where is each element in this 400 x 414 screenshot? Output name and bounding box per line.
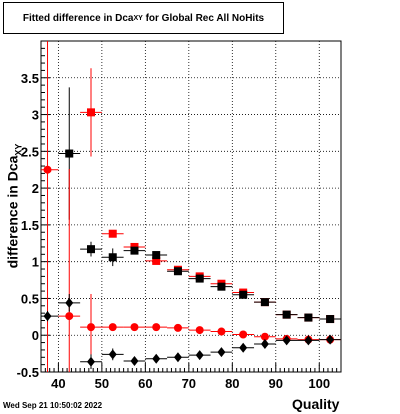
data-point-square <box>239 290 248 299</box>
data-point-square <box>282 310 291 319</box>
data-point-circle <box>260 332 269 341</box>
data-point-diamond <box>43 311 52 322</box>
data-point-circle <box>130 323 139 332</box>
data-point-circle <box>108 323 117 332</box>
data-point-circle <box>43 165 52 174</box>
data-point-diamond <box>130 355 139 366</box>
x-tick-label: 70 <box>182 376 196 391</box>
data-point-square <box>326 315 335 324</box>
y-tick-label: 3 <box>32 108 39 123</box>
chart-title-subscript: XY <box>133 14 143 22</box>
data-point-square <box>173 267 182 276</box>
data-point-square <box>152 251 161 260</box>
data-point-diamond <box>108 349 117 360</box>
data-point-square <box>108 229 117 238</box>
data-point-square <box>304 313 313 322</box>
data-point-diamond <box>65 297 74 308</box>
data-point-diamond <box>282 335 291 346</box>
data-point-square <box>87 245 95 254</box>
y-tick-label: 2 <box>32 181 39 196</box>
data-point-square <box>130 246 139 255</box>
y-tick-label: 0 <box>32 328 39 343</box>
data-point-circle <box>65 312 74 321</box>
x-tick-label: 90 <box>269 376 283 391</box>
data-point-circle <box>152 323 161 332</box>
data-point-diamond <box>239 342 248 353</box>
data-point-diamond <box>260 339 269 350</box>
data-point-diamond <box>87 356 95 367</box>
x-tick-label: 50 <box>95 376 109 391</box>
x-tick-label: 40 <box>51 376 65 391</box>
data-point-diamond <box>195 350 204 361</box>
chart-title-suffix: for Global Rec All NoHits <box>142 12 265 24</box>
data-point-square <box>65 149 74 158</box>
data-point-diamond <box>217 347 226 358</box>
y-tick-label: 1 <box>32 255 39 270</box>
data-point-diamond <box>326 334 335 345</box>
x-tick-label: 80 <box>225 376 239 391</box>
timestamp: Wed Sep 21 10:50:02 2022 <box>3 401 103 410</box>
data-point-circle <box>239 330 248 339</box>
y-tick-label: 3.5 <box>21 71 39 86</box>
y-axis-label: difference in DcaXY <box>5 144 24 269</box>
y-tick-label: -0.5 <box>17 365 39 380</box>
y-tick-label: 2.5 <box>21 144 39 159</box>
data-point-circle <box>217 327 226 336</box>
plot-area <box>41 41 341 372</box>
x-tick-label: 60 <box>138 376 152 391</box>
data-point-circle <box>173 323 182 332</box>
y-axis-label-subscript: XY <box>13 143 24 156</box>
x-tick-label: 100 <box>308 376 330 391</box>
data-point-square <box>152 256 161 265</box>
data-point-diamond <box>152 353 161 364</box>
data-point-diamond <box>173 352 182 363</box>
data-point-square <box>108 253 117 262</box>
data-point-square <box>195 274 204 283</box>
x-axis-label: Quality <box>292 396 340 412</box>
chart-title-box: Fitted difference in Dca XY for Global Re… <box>3 2 284 34</box>
data-point-diamond <box>304 335 313 346</box>
chart-title-prefix: Fitted difference in Dca <box>22 12 134 24</box>
plot-frame <box>40 40 342 373</box>
y-axis-label-main: difference in Dca <box>4 155 21 269</box>
data-point-square <box>260 298 269 307</box>
data-point-circle <box>87 323 95 332</box>
y-tick-label: 1.5 <box>21 218 39 233</box>
data-point-square <box>217 282 226 291</box>
data-point-square <box>87 108 95 117</box>
y-tick-label: 0.5 <box>21 291 39 306</box>
data-point-circle <box>195 326 204 335</box>
